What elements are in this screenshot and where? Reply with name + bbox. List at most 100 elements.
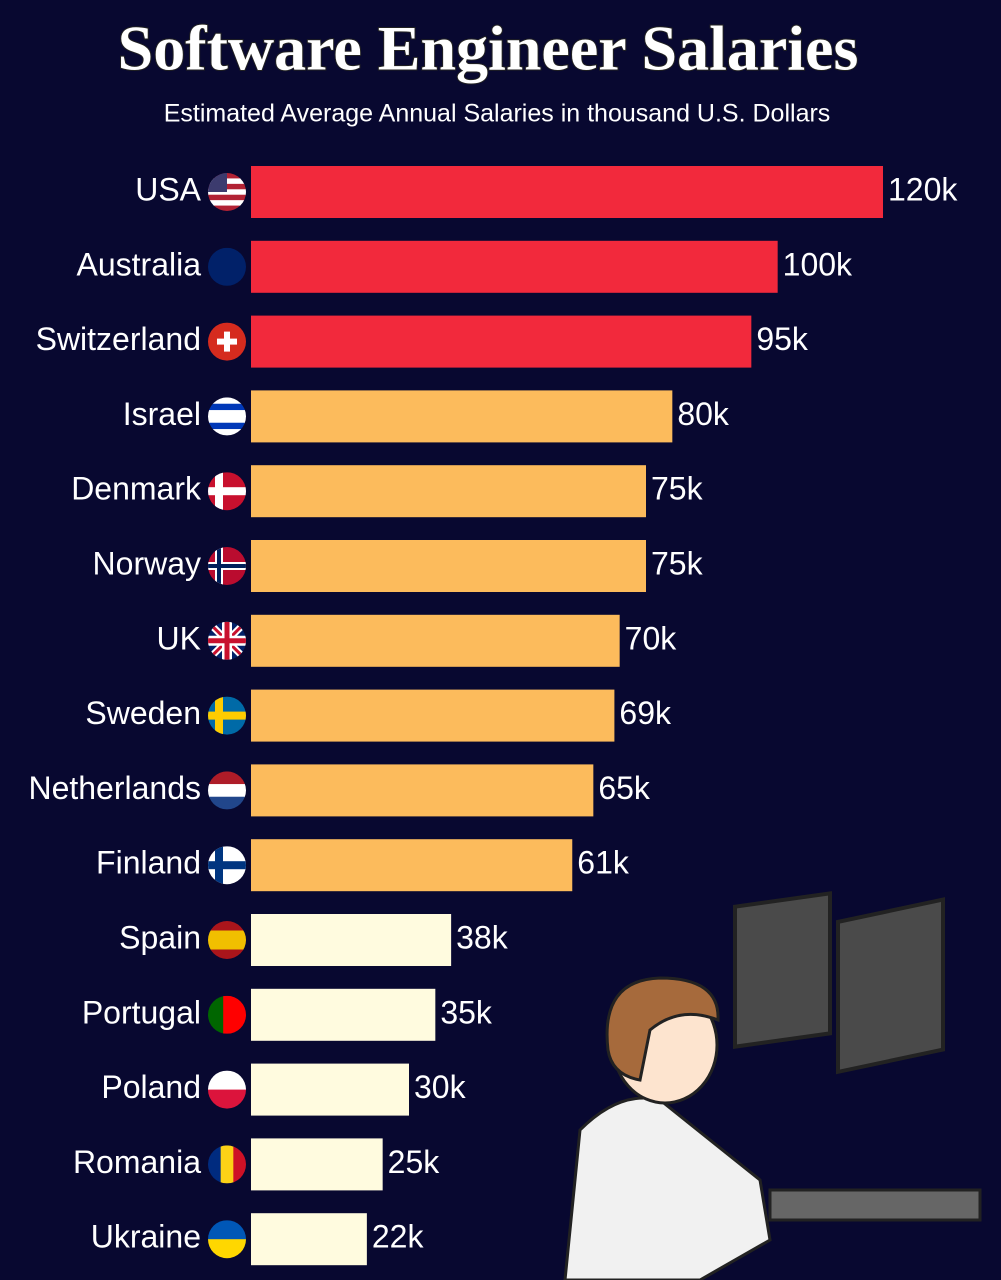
flag-cross [208, 711, 246, 720]
category-label: Norway [93, 545, 201, 581]
flag-stripe [208, 247, 246, 286]
value-label: 75k [651, 471, 704, 507]
flag-icon [208, 621, 246, 660]
category-label: Netherlands [28, 770, 201, 806]
bar [251, 1213, 367, 1266]
flag-stripe [208, 422, 246, 430]
flag-stripe [238, 995, 246, 1034]
chart-subtitle: Estimated Average Annual Salaries in tho… [164, 100, 831, 128]
flag-icon [208, 995, 246, 1034]
bar [251, 240, 778, 293]
flag-stripe [208, 995, 217, 1034]
flag-icon [208, 771, 246, 810]
flag-stripe [208, 200, 246, 207]
flag-icon [208, 322, 246, 361]
flag-stripe [208, 205, 246, 211]
flag-icon [208, 1070, 246, 1109]
flag-cross [208, 564, 246, 568]
flag-icon [208, 1145, 246, 1184]
value-label: 120k [888, 171, 958, 207]
value-label: 69k [619, 695, 672, 731]
bar [251, 390, 673, 443]
flag-stripe [208, 796, 246, 810]
bar [251, 1138, 383, 1191]
chart-title: Software Engineer Salaries [118, 13, 859, 84]
flag-stripe [208, 940, 246, 950]
category-label: Ukraine [91, 1219, 201, 1255]
category-label: USA [135, 171, 201, 207]
flag-stripe [208, 429, 246, 436]
value-label: 25k [388, 1144, 441, 1180]
category-label: Australia [77, 246, 202, 282]
bar [251, 1063, 409, 1116]
flag-stripe [208, 416, 246, 424]
value-label: 70k [625, 620, 678, 656]
bar [251, 839, 573, 892]
category-label: Romania [73, 1144, 201, 1180]
bar [251, 465, 646, 518]
flag-icon [208, 247, 246, 286]
flag-stripe [208, 949, 246, 959]
flag-icon [208, 472, 246, 511]
flag-stripe [208, 1145, 222, 1184]
value-label: 95k [756, 321, 809, 357]
category-label: Sweden [85, 695, 201, 731]
flag-icon [208, 547, 246, 585]
flag-stripe [208, 1089, 246, 1109]
flag-icon [208, 696, 246, 735]
category-label: Finland [96, 845, 201, 881]
flag-stripe [208, 921, 246, 931]
flag-stripe [208, 194, 246, 201]
category-label: Spain [119, 919, 201, 955]
category-label: Switzerland [36, 321, 201, 357]
flag-cross [208, 621, 246, 660]
value-label: 22k [372, 1219, 425, 1255]
bar [251, 614, 620, 667]
flag-stripe [208, 403, 246, 411]
flag-icon [208, 921, 246, 959]
value-label: 61k [577, 845, 630, 881]
category-label: Poland [101, 1069, 201, 1105]
value-label: 80k [677, 396, 730, 432]
bar [251, 540, 646, 592]
flag-stripe [208, 410, 246, 417]
flag-stripe [208, 930, 246, 941]
flag-stripe [223, 995, 232, 1034]
flag-stripe [208, 1220, 246, 1240]
flag-stripe [208, 771, 246, 785]
flag-icon [208, 846, 246, 885]
flag-stripe [230, 995, 239, 1034]
bar [251, 166, 883, 218]
bar [251, 988, 436, 1041]
illustration [563, 891, 982, 1280]
value-label: 35k [440, 994, 493, 1030]
flag-icon [208, 173, 246, 211]
value-label: 75k [651, 545, 704, 581]
flag-canton [208, 173, 227, 192]
bar [251, 689, 615, 742]
flag-cross [208, 861, 246, 870]
category-label: UK [157, 620, 201, 656]
flag-stripe [220, 1145, 234, 1184]
flag-cross [217, 338, 237, 345]
flag-stripe [215, 995, 224, 1034]
flag-stripe [208, 189, 246, 196]
category-label: Denmark [71, 471, 202, 507]
value-label: 30k [414, 1069, 467, 1105]
value-label: 38k [456, 919, 509, 955]
flag-stripe [208, 397, 246, 405]
bar [251, 914, 452, 966]
category-label: Israel [123, 396, 201, 432]
flag-cross [208, 487, 246, 496]
flag-icon [208, 397, 246, 436]
flag-stripe [208, 1070, 246, 1091]
value-label: 65k [598, 770, 651, 806]
bar [251, 315, 752, 368]
flag-stripe [233, 1145, 246, 1184]
flag-stripe [208, 784, 246, 798]
value-label: 100k [783, 246, 853, 282]
category-label: Portugal [82, 994, 201, 1030]
flag-icon [208, 1220, 246, 1259]
bar [251, 764, 594, 817]
